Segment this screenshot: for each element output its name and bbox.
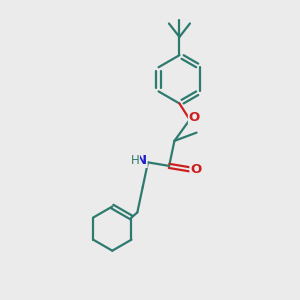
Text: O: O [188,111,200,124]
Text: O: O [190,163,201,176]
Text: N: N [136,154,147,167]
Text: H: H [130,154,140,167]
